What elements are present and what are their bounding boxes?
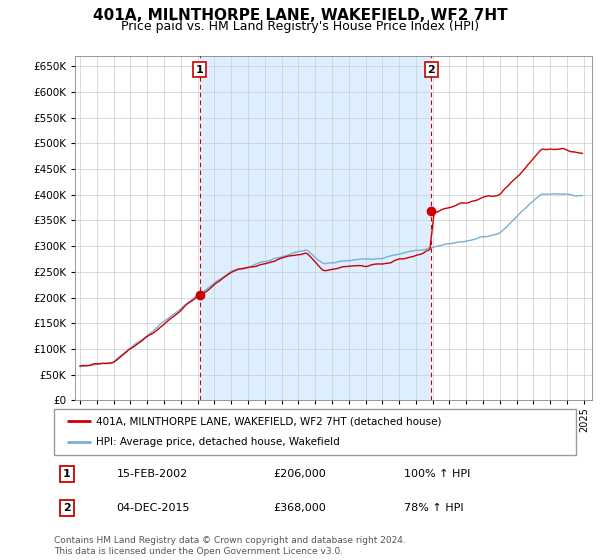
- FancyBboxPatch shape: [54, 409, 576, 455]
- Text: 78% ↑ HPI: 78% ↑ HPI: [404, 503, 463, 513]
- Text: 401A, MILNTHORPE LANE, WAKEFIELD, WF2 7HT (detached house): 401A, MILNTHORPE LANE, WAKEFIELD, WF2 7H…: [96, 416, 441, 426]
- Text: HPI: Average price, detached house, Wakefield: HPI: Average price, detached house, Wake…: [96, 437, 340, 447]
- Text: 04-DEC-2015: 04-DEC-2015: [116, 503, 190, 513]
- Text: 1: 1: [196, 64, 203, 74]
- Text: £368,000: £368,000: [273, 503, 326, 513]
- Text: 15-FEB-2002: 15-FEB-2002: [116, 469, 188, 479]
- Bar: [200, 56, 431, 400]
- Text: 100% ↑ HPI: 100% ↑ HPI: [404, 469, 470, 479]
- Text: 2: 2: [427, 64, 435, 74]
- Text: 401A, MILNTHORPE LANE, WAKEFIELD, WF2 7HT: 401A, MILNTHORPE LANE, WAKEFIELD, WF2 7H…: [92, 8, 508, 24]
- Text: 2: 2: [63, 503, 71, 513]
- Text: Price paid vs. HM Land Registry's House Price Index (HPI): Price paid vs. HM Land Registry's House …: [121, 20, 479, 32]
- Text: 1: 1: [63, 469, 71, 479]
- Text: Contains HM Land Registry data © Crown copyright and database right 2024.
This d: Contains HM Land Registry data © Crown c…: [54, 536, 406, 556]
- Text: £206,000: £206,000: [273, 469, 326, 479]
